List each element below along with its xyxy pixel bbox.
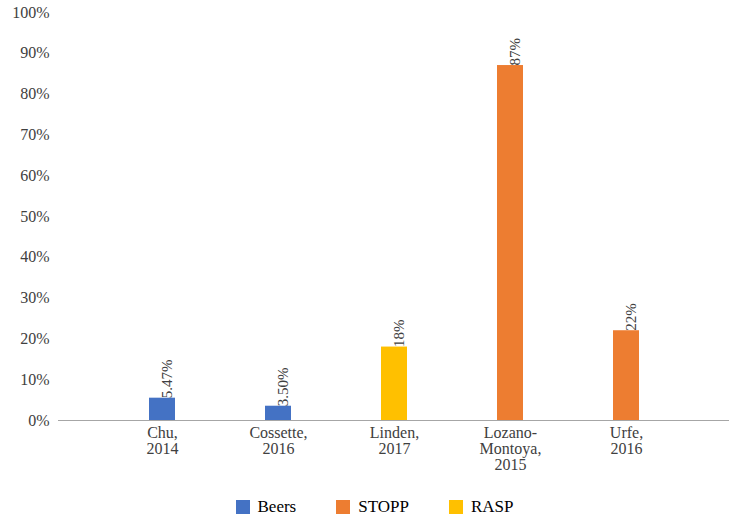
svg-text:18%: 18% [391,320,407,348]
svg-text:Linden,2017: Linden,2017 [370,424,419,457]
svg-text:10%: 10% [20,371,49,388]
svg-text:0%: 0% [28,412,49,429]
svg-text:100%: 100% [12,4,49,21]
svg-text:50%: 50% [20,208,49,225]
svg-text:Lozano-Montoya,2015: Lozano-Montoya,2015 [480,424,542,473]
svg-text:3.50%: 3.50% [275,367,291,406]
svg-text:30%: 30% [20,289,49,306]
svg-text:80%: 80% [20,85,49,102]
svg-text:90%: 90% [20,44,49,61]
svg-text:70%: 70% [20,126,49,143]
svg-text:60%: 60% [20,167,49,184]
svg-text:Chu,2014: Chu,2014 [147,424,179,457]
html-text:RASP: RASP [471,497,514,516]
svg-text:22%: 22% [623,303,639,331]
svg-text:40%: 40% [20,248,49,265]
svg-text:Cossette,2016: Cossette,2016 [249,424,307,457]
html-text:STOPP: STOPP [358,497,409,516]
svg-text:Urfe,2016: Urfe,2016 [610,424,643,457]
svg-text:20%: 20% [20,330,49,347]
svg-text:5.47%: 5.47% [159,359,175,398]
svg-text:87%: 87% [507,38,523,66]
html-text:Beers: Beers [257,497,297,516]
